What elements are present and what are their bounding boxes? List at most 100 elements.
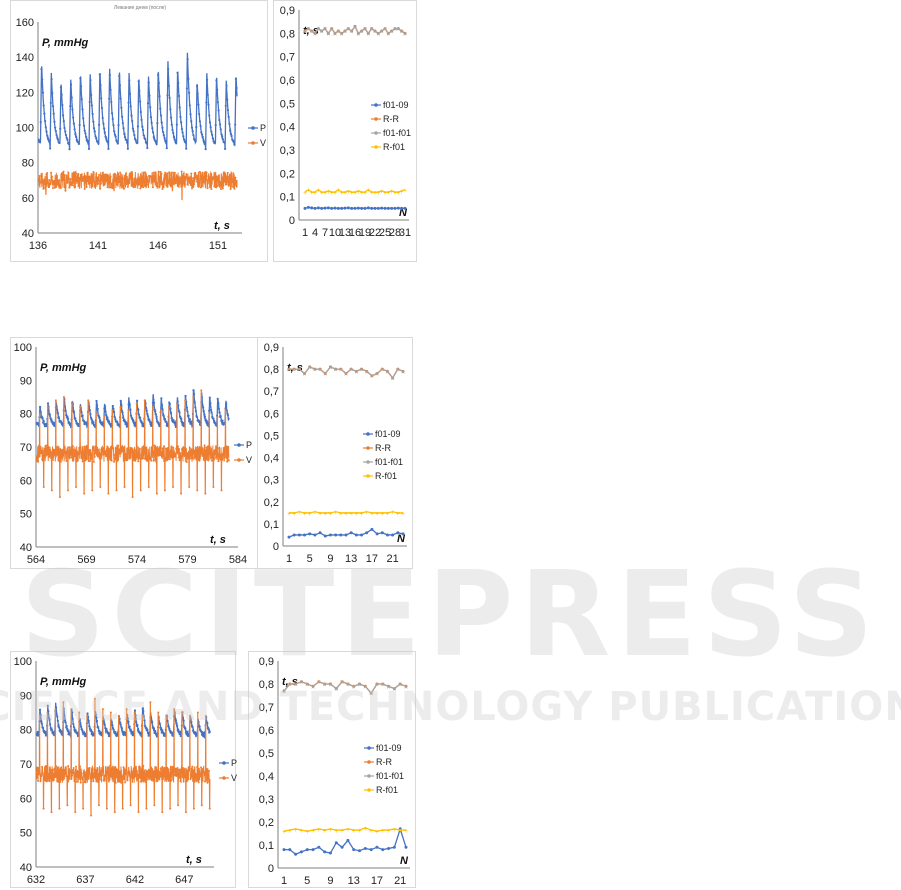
x-axis-title: N	[400, 855, 409, 867]
series-V-point	[154, 171, 157, 174]
series-V-point	[165, 458, 168, 461]
y-axis-title: t, s	[282, 676, 298, 688]
series-V-point	[204, 492, 207, 495]
series-V-point	[67, 489, 70, 492]
series-V-point	[163, 445, 166, 448]
series-V-point	[39, 445, 42, 448]
series-V-point	[41, 449, 44, 452]
series-point-f01-f01: ×	[320, 29, 324, 36]
series-P-point	[226, 98, 229, 101]
series-P-point	[218, 118, 221, 122]
series-point-f01-f01: ×	[350, 29, 354, 36]
series-P-point	[69, 423, 72, 426]
series-P-point	[80, 410, 83, 413]
series-V-point	[57, 449, 60, 452]
series-V-point	[90, 814, 93, 817]
series-point-R-f01: +	[336, 188, 340, 195]
series-V-point	[181, 448, 184, 451]
series-V-point	[82, 775, 85, 778]
series-P-point	[154, 410, 157, 413]
series-P-point	[206, 721, 209, 725]
series-P-point	[175, 123, 178, 126]
series-V-point	[142, 764, 145, 767]
series-P-point	[228, 122, 231, 125]
series-P-point	[112, 124, 115, 127]
series-V-point	[143, 171, 146, 174]
series-P-point	[89, 729, 93, 732]
series-P-point	[145, 407, 148, 410]
pressure-chart-2: 40 50 60 70 80 90 100 P, mmHg t, s 564 569 574 579 58…	[10, 337, 258, 569]
series-V-point	[138, 457, 141, 460]
series-point-R-f01: +	[385, 511, 389, 518]
series-V-point	[124, 772, 127, 775]
series-P-point	[163, 417, 167, 421]
series-P-point	[109, 88, 112, 92]
series-P-point	[95, 719, 99, 722]
series-V-point	[136, 456, 139, 459]
series-V-point	[192, 177, 195, 180]
series-V-point	[197, 181, 200, 184]
series-V-point	[150, 778, 153, 781]
series-V-line	[35, 698, 211, 816]
interval-chart-2-svg: 00,10,20,30,40,50,60,70,80,9t, sN1591317…	[257, 337, 413, 569]
series-V-point	[188, 486, 191, 488]
series-V-point	[172, 452, 175, 455]
series-point-f01-f01: ×	[400, 29, 404, 36]
series-P-point	[121, 411, 124, 414]
x-axis-title: t, s	[186, 854, 202, 866]
series-V-point	[212, 176, 215, 179]
series-point-f01-09	[380, 206, 384, 210]
series-V-point	[52, 775, 55, 778]
series-P-point	[89, 416, 93, 419]
series-V-point	[75, 172, 78, 175]
series-P-point	[106, 416, 109, 419]
series-P-point	[108, 420, 111, 424]
series-V-point	[179, 180, 182, 183]
series-P-point	[44, 126, 47, 129]
series-V-point	[191, 457, 194, 460]
series-V-point	[127, 409, 130, 412]
series-P-point	[141, 128, 145, 132]
series-P-point	[40, 68, 43, 71]
series-point-f01-09	[401, 532, 405, 536]
series-P-point	[46, 134, 49, 137]
y-tick-label: 0,7	[280, 52, 295, 64]
series-P-point	[85, 135, 88, 138]
series-V-point	[50, 811, 53, 814]
series-V-point	[168, 458, 171, 461]
series-V-point	[172, 486, 175, 488]
series-point-f01-f01: ×	[386, 31, 390, 38]
series-V-point	[104, 451, 107, 454]
series-V-point	[71, 402, 74, 405]
series-P-point	[221, 419, 224, 422]
series-V-point	[100, 179, 103, 182]
series-V-point	[176, 402, 179, 405]
series-V-point	[210, 459, 213, 462]
series-P-point	[209, 402, 212, 405]
x-tick-label: 569	[77, 554, 95, 566]
series-point-R-f01: +	[360, 190, 364, 197]
series-V-point	[79, 406, 82, 408]
series-P-point	[128, 92, 132, 96]
x-tick-label: 647	[175, 874, 193, 886]
series-point-R-f01: +	[398, 828, 402, 835]
series-V-point	[205, 458, 208, 461]
series-P-point	[92, 127, 96, 130]
series-point-R-f01: +	[357, 828, 361, 835]
series-V-point	[203, 770, 206, 773]
legend-marker	[366, 432, 370, 436]
series-P-point	[48, 718, 51, 721]
y-tick-label: 100	[14, 342, 32, 354]
series-P-point	[190, 421, 193, 424]
series-V-point	[83, 492, 86, 495]
series-point-R-f01: +	[370, 511, 374, 518]
x-tick-label: 21	[394, 875, 406, 887]
series-V-point	[107, 182, 110, 185]
series-P-point	[207, 728, 210, 731]
legend-label: R-f01	[383, 142, 405, 152]
series-V-point	[130, 170, 133, 173]
series-P-point	[122, 733, 125, 736]
series-P-point	[43, 119, 47, 123]
series-V-point	[38, 175, 41, 178]
series-P-point	[37, 138, 40, 141]
